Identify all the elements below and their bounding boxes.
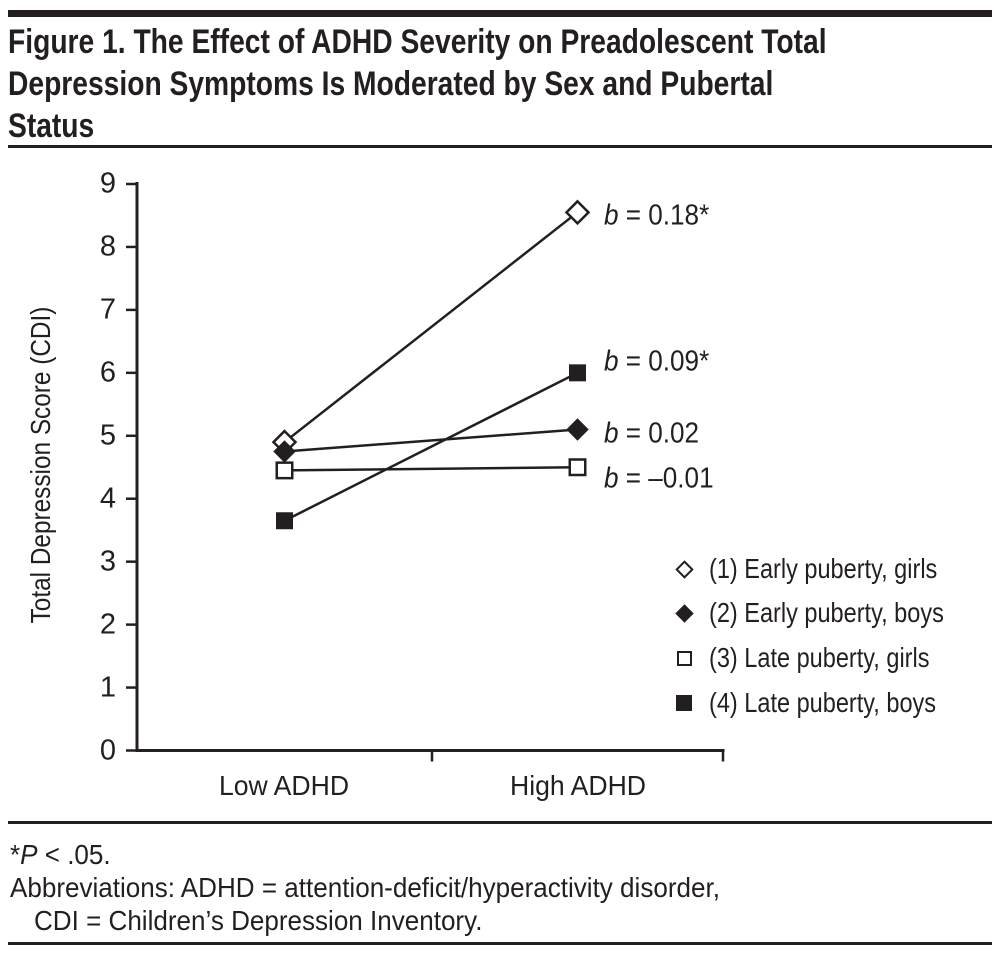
slope-annotation-late-boys: b = 0.09* bbox=[604, 345, 709, 378]
top-accent-bar bbox=[8, 10, 992, 17]
slope-annotation-early-girls: b = 0.18* bbox=[604, 200, 709, 233]
abbreviations-note-line-1: Abbreviations: ADHD = attention-deficit/… bbox=[10, 872, 720, 903]
y-tick-label: 4 bbox=[99, 482, 116, 515]
slope-coefficient-symbol: b bbox=[604, 462, 619, 495]
filled-diamond-marker-icon bbox=[674, 603, 694, 623]
figure-title-line-2: Depression Symptoms Is Moderated by Sex … bbox=[8, 65, 774, 103]
footer-divider-rule bbox=[8, 821, 992, 824]
slope-value: = –0.01 bbox=[618, 462, 714, 495]
slope-value: = 0.09* bbox=[618, 345, 710, 378]
figure-title: Figure 1. The Effect of ADHD Severity on… bbox=[8, 21, 992, 147]
y-tick-label: 3 bbox=[99, 545, 116, 578]
legend-label: (4) Late puberty, boys bbox=[709, 687, 937, 718]
slope-coefficient-symbol: b bbox=[604, 199, 619, 232]
slope-coefficient-symbol: b bbox=[604, 417, 619, 450]
y-axis-title: Total Depression Score (CDI) bbox=[25, 306, 56, 624]
slope-value: = 0.02 bbox=[618, 417, 700, 450]
legend-item-late-boys: (4) Late puberty, boys bbox=[672, 687, 979, 719]
y-tick-label: 5 bbox=[99, 419, 116, 452]
figure-title-line-1: Figure 1. The Effect of ADHD Severity on… bbox=[8, 23, 827, 61]
y-tick-label: 0 bbox=[99, 734, 116, 766]
x-axis-label-high-adhd: High ADHD bbox=[509, 770, 647, 801]
open-square-marker-icon bbox=[676, 650, 692, 666]
filled-square-marker-icon bbox=[676, 695, 692, 711]
significance-note: *P < .05. bbox=[10, 839, 111, 870]
slope-value: = 0.18* bbox=[618, 199, 710, 232]
y-tick-label: 6 bbox=[99, 356, 116, 389]
legend-label: (3) Late puberty, girls bbox=[709, 642, 930, 673]
legend-item-late-girls: (3) Late puberty, girls bbox=[672, 642, 972, 674]
figure-footnotes: *P < .05. Abbreviations: ADHD = attentio… bbox=[10, 838, 994, 937]
y-tick-label: 2 bbox=[99, 608, 116, 641]
legend-label: (1) Early puberty, girls bbox=[709, 553, 938, 584]
legend-label: (2) Early puberty, boys bbox=[709, 597, 944, 628]
bottom-rule bbox=[8, 942, 992, 945]
open-diamond-marker-icon bbox=[674, 559, 694, 579]
y-tick-label: 7 bbox=[99, 293, 116, 326]
y-tick-label: 1 bbox=[99, 671, 116, 704]
slope-coefficient-symbol: b bbox=[604, 345, 619, 378]
title-divider-rule bbox=[8, 145, 992, 148]
legend-item-early-boys: (2) Early puberty, boys bbox=[672, 597, 989, 629]
slope-annotation-late-girls: b = –0.01 bbox=[604, 463, 714, 496]
figure-title-line-3: Status bbox=[8, 107, 95, 145]
y-tick-label: 8 bbox=[99, 230, 116, 263]
abbreviations-note-line-2: CDI = Children’s Depression Inventory. bbox=[34, 905, 483, 936]
legend-item-early-girls: (1) Early puberty, girls bbox=[672, 553, 981, 585]
slope-annotation-early-boys: b = 0.02 bbox=[604, 418, 699, 451]
x-axis-label-low-adhd: Low ADHD bbox=[218, 770, 350, 801]
y-tick-label: 9 bbox=[99, 167, 116, 200]
